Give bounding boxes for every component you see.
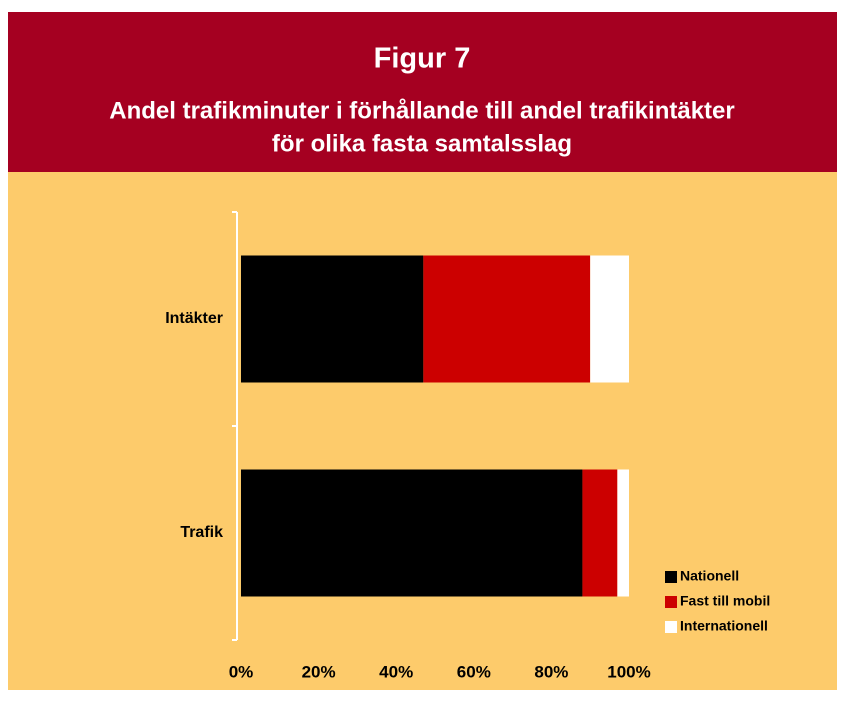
legend-swatch xyxy=(665,571,677,583)
header xyxy=(8,12,837,172)
legend-label: Nationell xyxy=(680,568,739,584)
bar-segment xyxy=(241,255,424,383)
legend-label: Internationell xyxy=(680,618,768,634)
legend-swatch xyxy=(665,621,677,633)
bar-segment xyxy=(590,255,629,383)
legend-swatch xyxy=(665,596,677,608)
legend-label: Fast till mobil xyxy=(680,593,770,609)
x-tick-label: 0% xyxy=(229,662,254,681)
y-tick-label: Trafik xyxy=(180,524,223,541)
x-tick-label: 20% xyxy=(302,662,336,681)
chart-title: Figur 7 xyxy=(374,43,471,75)
x-tick-label: 100% xyxy=(607,662,650,681)
bar-segment xyxy=(241,469,583,597)
x-tick-label: 80% xyxy=(534,662,568,681)
bar-segment xyxy=(423,255,591,383)
chart-subtitle: för olika fasta samtalsslag xyxy=(272,130,572,157)
bar-segment xyxy=(617,469,629,597)
chart-subtitle: Andel trafikminuter i förhållande till a… xyxy=(109,97,734,124)
x-tick-label: 60% xyxy=(457,662,491,681)
y-tick-label: Intäkter xyxy=(165,310,223,327)
bar-segment xyxy=(582,469,618,597)
x-tick-label: 40% xyxy=(379,662,413,681)
